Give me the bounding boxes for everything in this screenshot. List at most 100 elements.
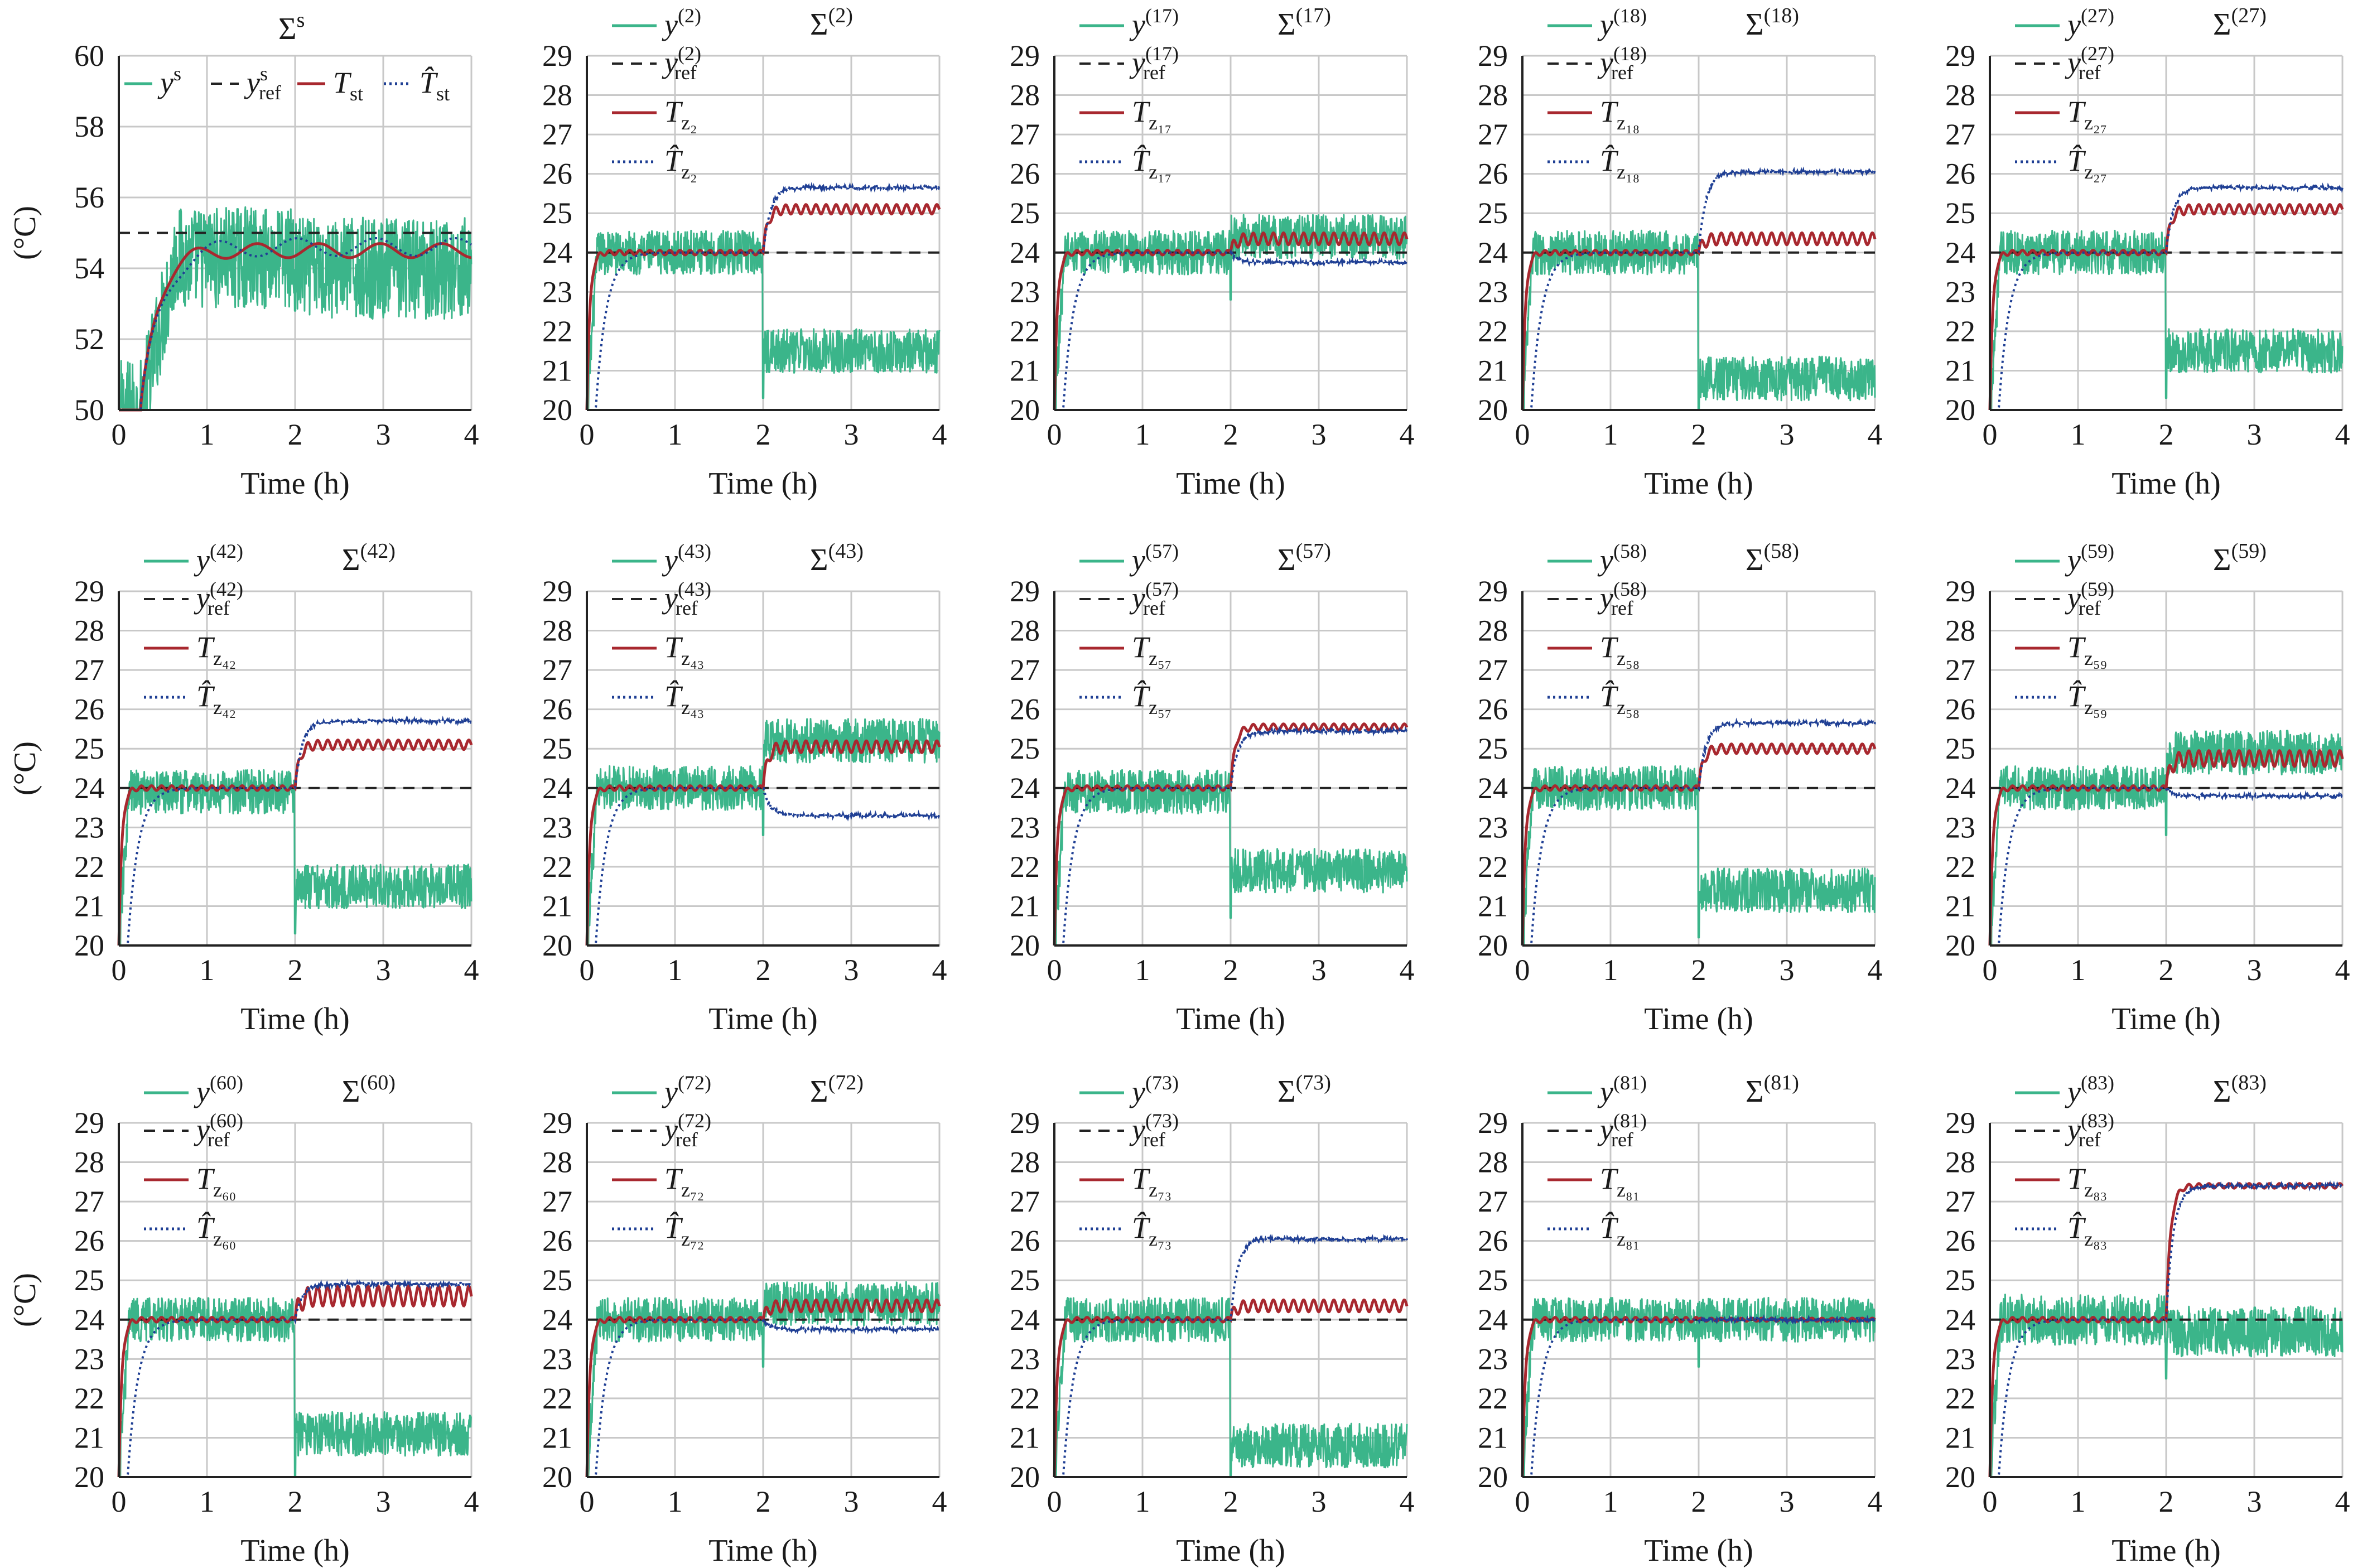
series-zone-73 <box>1053 1298 1409 1478</box>
x-axis-label: Time (h) <box>2111 1002 2221 1036</box>
y-tick-label: 26 <box>1945 1224 1975 1258</box>
x-tick-label: 4 <box>1400 418 1415 451</box>
y-tick-label: 25 <box>1478 732 1508 765</box>
y-tick-label: 23 <box>1478 810 1508 844</box>
legend-label-reference: y(59) ref <box>2065 578 2114 619</box>
panel-title: Σ(83) <box>2213 1071 2267 1109</box>
y-tick-label: 28 <box>1478 1146 1508 1179</box>
legend: y(73)y(73) ref Tz₇₃ T̂z₇₃ <box>1079 1072 1179 1250</box>
y-tick-label: 21 <box>1010 1421 1040 1454</box>
panel-title: Σ(59) <box>2213 539 2267 577</box>
x-axis-label: Time (h) <box>240 1002 350 1036</box>
legend: y(60)y(60) ref Tz₆₀ T̂z₆₀ <box>144 1072 243 1250</box>
panel-title: Σ(81) <box>1746 1071 1799 1109</box>
series-zone-s <box>119 242 471 412</box>
y-tick-label: 21 <box>1945 889 1975 923</box>
x-tick-label: 4 <box>464 418 479 451</box>
x-tick-label: 3 <box>844 953 859 987</box>
legend-label-zone: Tz₅₇ <box>1132 630 1171 669</box>
legend: y(17)y(17) ref Tz₁₇ T̂z₁₇ <box>1079 4 1179 183</box>
legend-label-estimate: T̂z₄₂ <box>196 679 236 718</box>
x-tick-label: 2 <box>1223 418 1238 451</box>
series-zone-83 <box>1988 1182 2344 1478</box>
series-measured-81 <box>1522 1296 1876 1478</box>
y-tick-label: 28 <box>1478 79 1508 112</box>
x-tick-label: 2 <box>288 418 303 451</box>
legend-label-estimate: T̂z₅₉ <box>2067 679 2107 718</box>
panel-title: Σ(2) <box>810 4 853 42</box>
panel-title: Σ(18) <box>1746 4 1799 42</box>
legend: y(57)y(57) ref Tz₅₇ T̂z₅₇ <box>1079 540 1179 718</box>
x-tick-label: 2 <box>2159 953 2174 987</box>
panel-title: Σ(27) <box>2213 4 2267 42</box>
y-tick-label: 22 <box>74 850 104 884</box>
y-tick-label: 22 <box>542 850 572 884</box>
legend-label-reference: y(27) ref <box>2065 42 2114 84</box>
x-tick-label: 1 <box>1135 1485 1150 1518</box>
panel-title: Σ(60) <box>342 1071 396 1109</box>
y-tick-label: 26 <box>1478 157 1508 191</box>
y-tick-label: 20 <box>1010 929 1040 962</box>
y-tick-label: 22 <box>1478 850 1508 884</box>
x-tick-label: 0 <box>580 1485 595 1518</box>
legend-label-reference: y(81) ref <box>1597 1109 1647 1151</box>
panel-title: Σ(72) <box>810 1071 864 1109</box>
series-measured-43 <box>586 718 941 947</box>
y-tick-label: 28 <box>1010 1146 1040 1179</box>
x-tick-label: 1 <box>1603 418 1618 451</box>
y-tick-label: 21 <box>1478 1421 1508 1454</box>
series-measured-83 <box>1989 1294 2344 1478</box>
y-tick-label: 24 <box>1478 1303 1508 1337</box>
legend-label-estimate: T̂z₈₃ <box>2067 1211 2107 1250</box>
x-tick-label: 3 <box>2247 953 2262 987</box>
x-axis-label: Time (h) <box>2111 1533 2221 1568</box>
x-tick-label: 3 <box>1312 953 1327 987</box>
legend-label-reference: y(18) ref <box>1597 42 1647 84</box>
y-tick-label: 21 <box>542 889 572 923</box>
x-tick-label: 4 <box>2335 418 2350 451</box>
x-tick-label: 4 <box>932 418 947 451</box>
series-estimate-60 <box>119 1278 472 1478</box>
legend-label-reference: y(42) ref <box>194 578 243 619</box>
y-tick-label: 22 <box>542 1382 572 1415</box>
y-tick-label: 20 <box>542 1460 572 1494</box>
x-tick-label: 4 <box>932 1485 947 1518</box>
legend-label-zone: Tz₅₉ <box>2067 630 2107 669</box>
x-tick-label: 0 <box>580 953 595 987</box>
legend-label-measured: y(27) <box>2065 4 2114 41</box>
y-tick-label: 25 <box>1010 1263 1040 1297</box>
x-tick-label: 1 <box>2071 953 2086 987</box>
series-measured-s <box>118 206 473 411</box>
x-tick-label: 1 <box>668 418 683 451</box>
y-tick-label: 28 <box>74 1146 104 1179</box>
x-axis-label: Time (h) <box>240 466 350 501</box>
x-tick-label: 2 <box>2159 418 2174 451</box>
y-tick-label: 23 <box>1945 1342 1975 1376</box>
x-tick-label: 3 <box>376 953 391 987</box>
legend-label-estimate: T̂z₅₈ <box>1600 679 1640 718</box>
y-tick-label: 23 <box>74 810 104 844</box>
y-tick-label: 28 <box>542 614 572 648</box>
x-tick-label: 1 <box>2071 418 2086 451</box>
x-axis-label: Time (h) <box>1176 1533 1285 1568</box>
y-tick-label: 58 <box>74 110 104 143</box>
legend: y(58)y(58) ref Tz₅₈ T̂z₅₈ <box>1547 540 1647 718</box>
x-tick-label: 2 <box>1691 953 1706 987</box>
y-tick-label: 26 <box>1945 157 1975 191</box>
x-tick-label: 2 <box>1223 1485 1238 1518</box>
x-tick-label: 4 <box>1868 953 1883 987</box>
y-tick-label: 26 <box>1010 1224 1040 1258</box>
legend-label-estimate: T̂z₅₇ <box>1132 679 1171 718</box>
x-tick-label: 3 <box>844 418 859 451</box>
x-tick-label: 1 <box>668 1485 683 1518</box>
series-estimate-59 <box>1990 787 2344 947</box>
y-tick-label: 21 <box>542 354 572 387</box>
y-tick-label: 26 <box>1010 693 1040 726</box>
x-tick-label: 4 <box>464 1485 479 1518</box>
y-tick-label: 20 <box>1945 393 1975 427</box>
y-tick-label: 22 <box>1945 850 1975 884</box>
y-tick-label: 23 <box>1010 810 1040 844</box>
x-tick-label: 0 <box>1983 1485 1998 1518</box>
